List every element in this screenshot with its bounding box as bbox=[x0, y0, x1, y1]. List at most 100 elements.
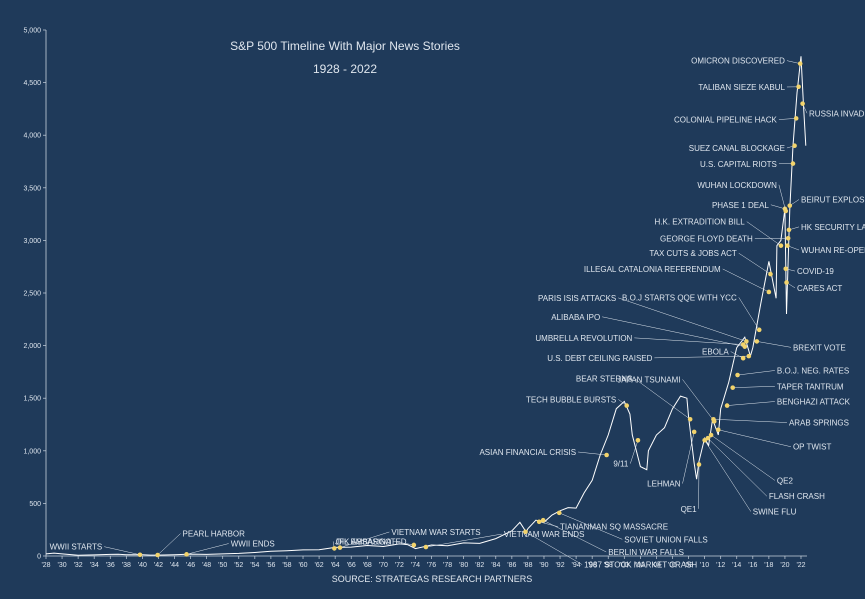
event-leader-line bbox=[425, 533, 502, 548]
event-label: QE1 bbox=[681, 505, 698, 514]
event-label: SOVIET UNION FALLS bbox=[624, 535, 707, 544]
event-leader-line bbox=[104, 546, 141, 555]
x-tick-label: '72 bbox=[395, 562, 404, 569]
x-tick-label: '54 bbox=[250, 562, 259, 569]
event-label: WUHAN RE-OPENS bbox=[801, 246, 865, 255]
event-leader-line bbox=[654, 355, 749, 359]
x-tick-label: '14 bbox=[732, 562, 741, 569]
x-tick-label: '70 bbox=[379, 562, 388, 569]
event-leader-line bbox=[713, 418, 787, 423]
x-tick-label: '30 bbox=[58, 562, 67, 569]
event-leader-line bbox=[682, 379, 715, 422]
x-tick-label: '98 bbox=[604, 562, 613, 569]
event-leader-line bbox=[738, 297, 760, 330]
event-label: VIETNAM WAR STARTS bbox=[391, 528, 480, 537]
event-marker bbox=[740, 355, 746, 361]
event-label: OP TWIST bbox=[793, 443, 831, 452]
event-label: PEARL HARBOR bbox=[183, 530, 246, 539]
event-label: PARIS ISIS ATTACKS bbox=[538, 294, 616, 303]
event-marker bbox=[691, 429, 697, 435]
event-leader-line bbox=[737, 370, 775, 376]
event-leader-line bbox=[525, 531, 583, 565]
x-tick-label: '88 bbox=[523, 562, 532, 569]
event-label: LEHMAN bbox=[647, 480, 681, 489]
event-marker bbox=[785, 235, 791, 241]
x-tick-label: '74 bbox=[411, 562, 420, 569]
event-label: WWII STARTS bbox=[50, 543, 103, 552]
event-label: GEORGE FLOYD DEATH bbox=[660, 234, 753, 243]
event-label: TAPER TANTRUM bbox=[777, 382, 844, 391]
x-tick-label: '00 bbox=[620, 562, 629, 569]
x-tick-label: '38 bbox=[122, 562, 131, 569]
y-tick-label: 500 bbox=[29, 501, 41, 508]
x-tick-label: '84 bbox=[491, 562, 500, 569]
y-tick-label: 4,000 bbox=[23, 133, 41, 140]
x-tick-label: '02 bbox=[636, 562, 645, 569]
event-marker bbox=[715, 427, 721, 433]
event-marker bbox=[687, 416, 693, 422]
x-tick-label: '42 bbox=[154, 562, 163, 569]
x-tick-label: '60 bbox=[298, 562, 307, 569]
event-marker bbox=[756, 327, 762, 333]
event-marker bbox=[711, 416, 716, 422]
event-label: BREXIT VOTE bbox=[793, 343, 846, 352]
event-leader-line bbox=[618, 297, 747, 342]
chart-subtitle: 1928 - 2022 bbox=[313, 62, 377, 76]
event-leader-line bbox=[738, 252, 771, 275]
event-leader-line bbox=[393, 541, 414, 546]
event-label: VIETNAM WAR ENDS bbox=[504, 530, 585, 539]
event-marker bbox=[768, 271, 773, 277]
event-label: BEAR STERNS bbox=[576, 374, 632, 383]
x-tick-label: '36 bbox=[106, 562, 115, 569]
event-label: U.S. CAPITAL RIOTS bbox=[700, 160, 777, 169]
event-marker bbox=[778, 243, 784, 248]
event-label: PHASE 1 DEAL bbox=[712, 201, 769, 210]
event-leader-line bbox=[578, 451, 607, 456]
x-tick-label: '86 bbox=[507, 562, 516, 569]
event-leader-line bbox=[704, 440, 752, 512]
x-tick-label: '20 bbox=[780, 562, 789, 569]
event-label: RUSSIA INVADES UKRAINE bbox=[809, 109, 865, 118]
event-leader-line bbox=[630, 440, 639, 464]
event-label: WWII ENDS bbox=[231, 540, 275, 549]
event-label: CARES ACT bbox=[797, 284, 842, 293]
event-label: TIANANMAN SQ MASSACRE bbox=[560, 523, 668, 532]
x-tick-label: '28 bbox=[41, 562, 50, 569]
event-marker bbox=[744, 339, 749, 344]
event-leader-line bbox=[539, 521, 559, 527]
event-label: SUEZ CANAL BLOCKAGE bbox=[689, 144, 785, 153]
event-marker bbox=[696, 462, 702, 467]
x-tick-label: '08 bbox=[684, 562, 693, 569]
x-tick-label: '18 bbox=[764, 562, 773, 569]
event-label: COLONIAL PIPELINE HACK bbox=[674, 116, 778, 125]
x-tick-label: '68 bbox=[363, 562, 372, 569]
event-label: ILLEGAL CATALONIA REFERENDUM bbox=[584, 265, 721, 274]
event-label: B.O.J. NEG. RATES bbox=[777, 366, 849, 375]
event-label: FLASH CRASH bbox=[769, 492, 825, 501]
event-leader-line bbox=[543, 520, 607, 553]
x-tick-label: '94 bbox=[572, 562, 581, 569]
y-tick-label: 4,500 bbox=[23, 80, 41, 87]
event-leader-line bbox=[732, 386, 775, 388]
x-tick-label: '64 bbox=[331, 562, 340, 569]
event-marker bbox=[724, 403, 730, 408]
event-leader-line bbox=[707, 437, 768, 497]
x-tick-label: '58 bbox=[282, 562, 291, 569]
x-tick-label: '80 bbox=[459, 562, 468, 569]
axes: 0 500 1,000 1,500 2,000 2,500 3,000 3,500 4,000 4… bbox=[23, 28, 807, 569]
chart-title: S&P 500 Timeline With Major News Stories bbox=[230, 39, 460, 53]
event-marker bbox=[786, 227, 792, 233]
event-label: JAPAN TSUNAMI bbox=[617, 375, 680, 384]
event-leader-line bbox=[746, 221, 782, 246]
x-tick-label: '50 bbox=[218, 562, 227, 569]
event-leader-line bbox=[722, 268, 769, 293]
event-leader-line bbox=[602, 316, 745, 347]
x-tick-label: '66 bbox=[347, 562, 356, 569]
event-label: HK SECURITY LAW bbox=[801, 223, 865, 232]
event-marker bbox=[783, 208, 789, 214]
x-tick-label: '34 bbox=[90, 562, 99, 569]
event-marker bbox=[787, 203, 793, 208]
event-marker bbox=[423, 544, 429, 550]
event-marker bbox=[184, 552, 189, 557]
event-label: ASIAN FINANCIAL CRISIS bbox=[479, 448, 576, 457]
